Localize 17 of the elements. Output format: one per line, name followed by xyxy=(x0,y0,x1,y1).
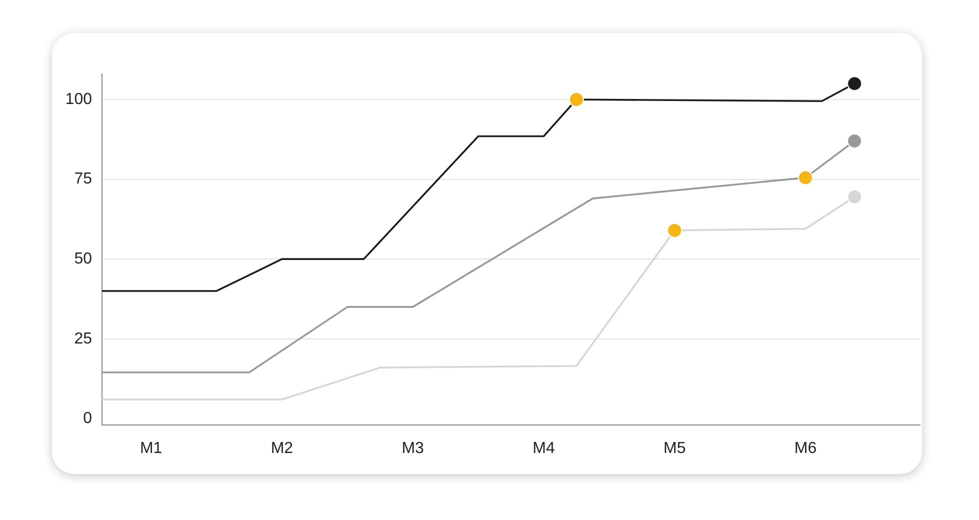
point xyxy=(847,189,862,204)
x-tick-label: M3 xyxy=(402,440,424,458)
point xyxy=(847,134,862,149)
point xyxy=(667,222,682,238)
x-tick-label: M2 xyxy=(270,440,294,458)
x-tick-label: M4 xyxy=(532,440,555,458)
y-tick-label: 75 xyxy=(74,170,92,188)
y-tick-label: 25 xyxy=(74,330,92,348)
x-tick-label: M1 xyxy=(140,440,162,458)
point xyxy=(847,76,862,92)
y-tick-label: 50 xyxy=(74,250,92,268)
point xyxy=(798,170,813,186)
y-tick-label: 0 xyxy=(83,410,92,428)
point xyxy=(568,92,584,108)
x-tick-label: M6 xyxy=(794,440,817,458)
y-tick-label: 100 xyxy=(65,90,92,108)
x-tick-label: M5 xyxy=(663,440,686,458)
